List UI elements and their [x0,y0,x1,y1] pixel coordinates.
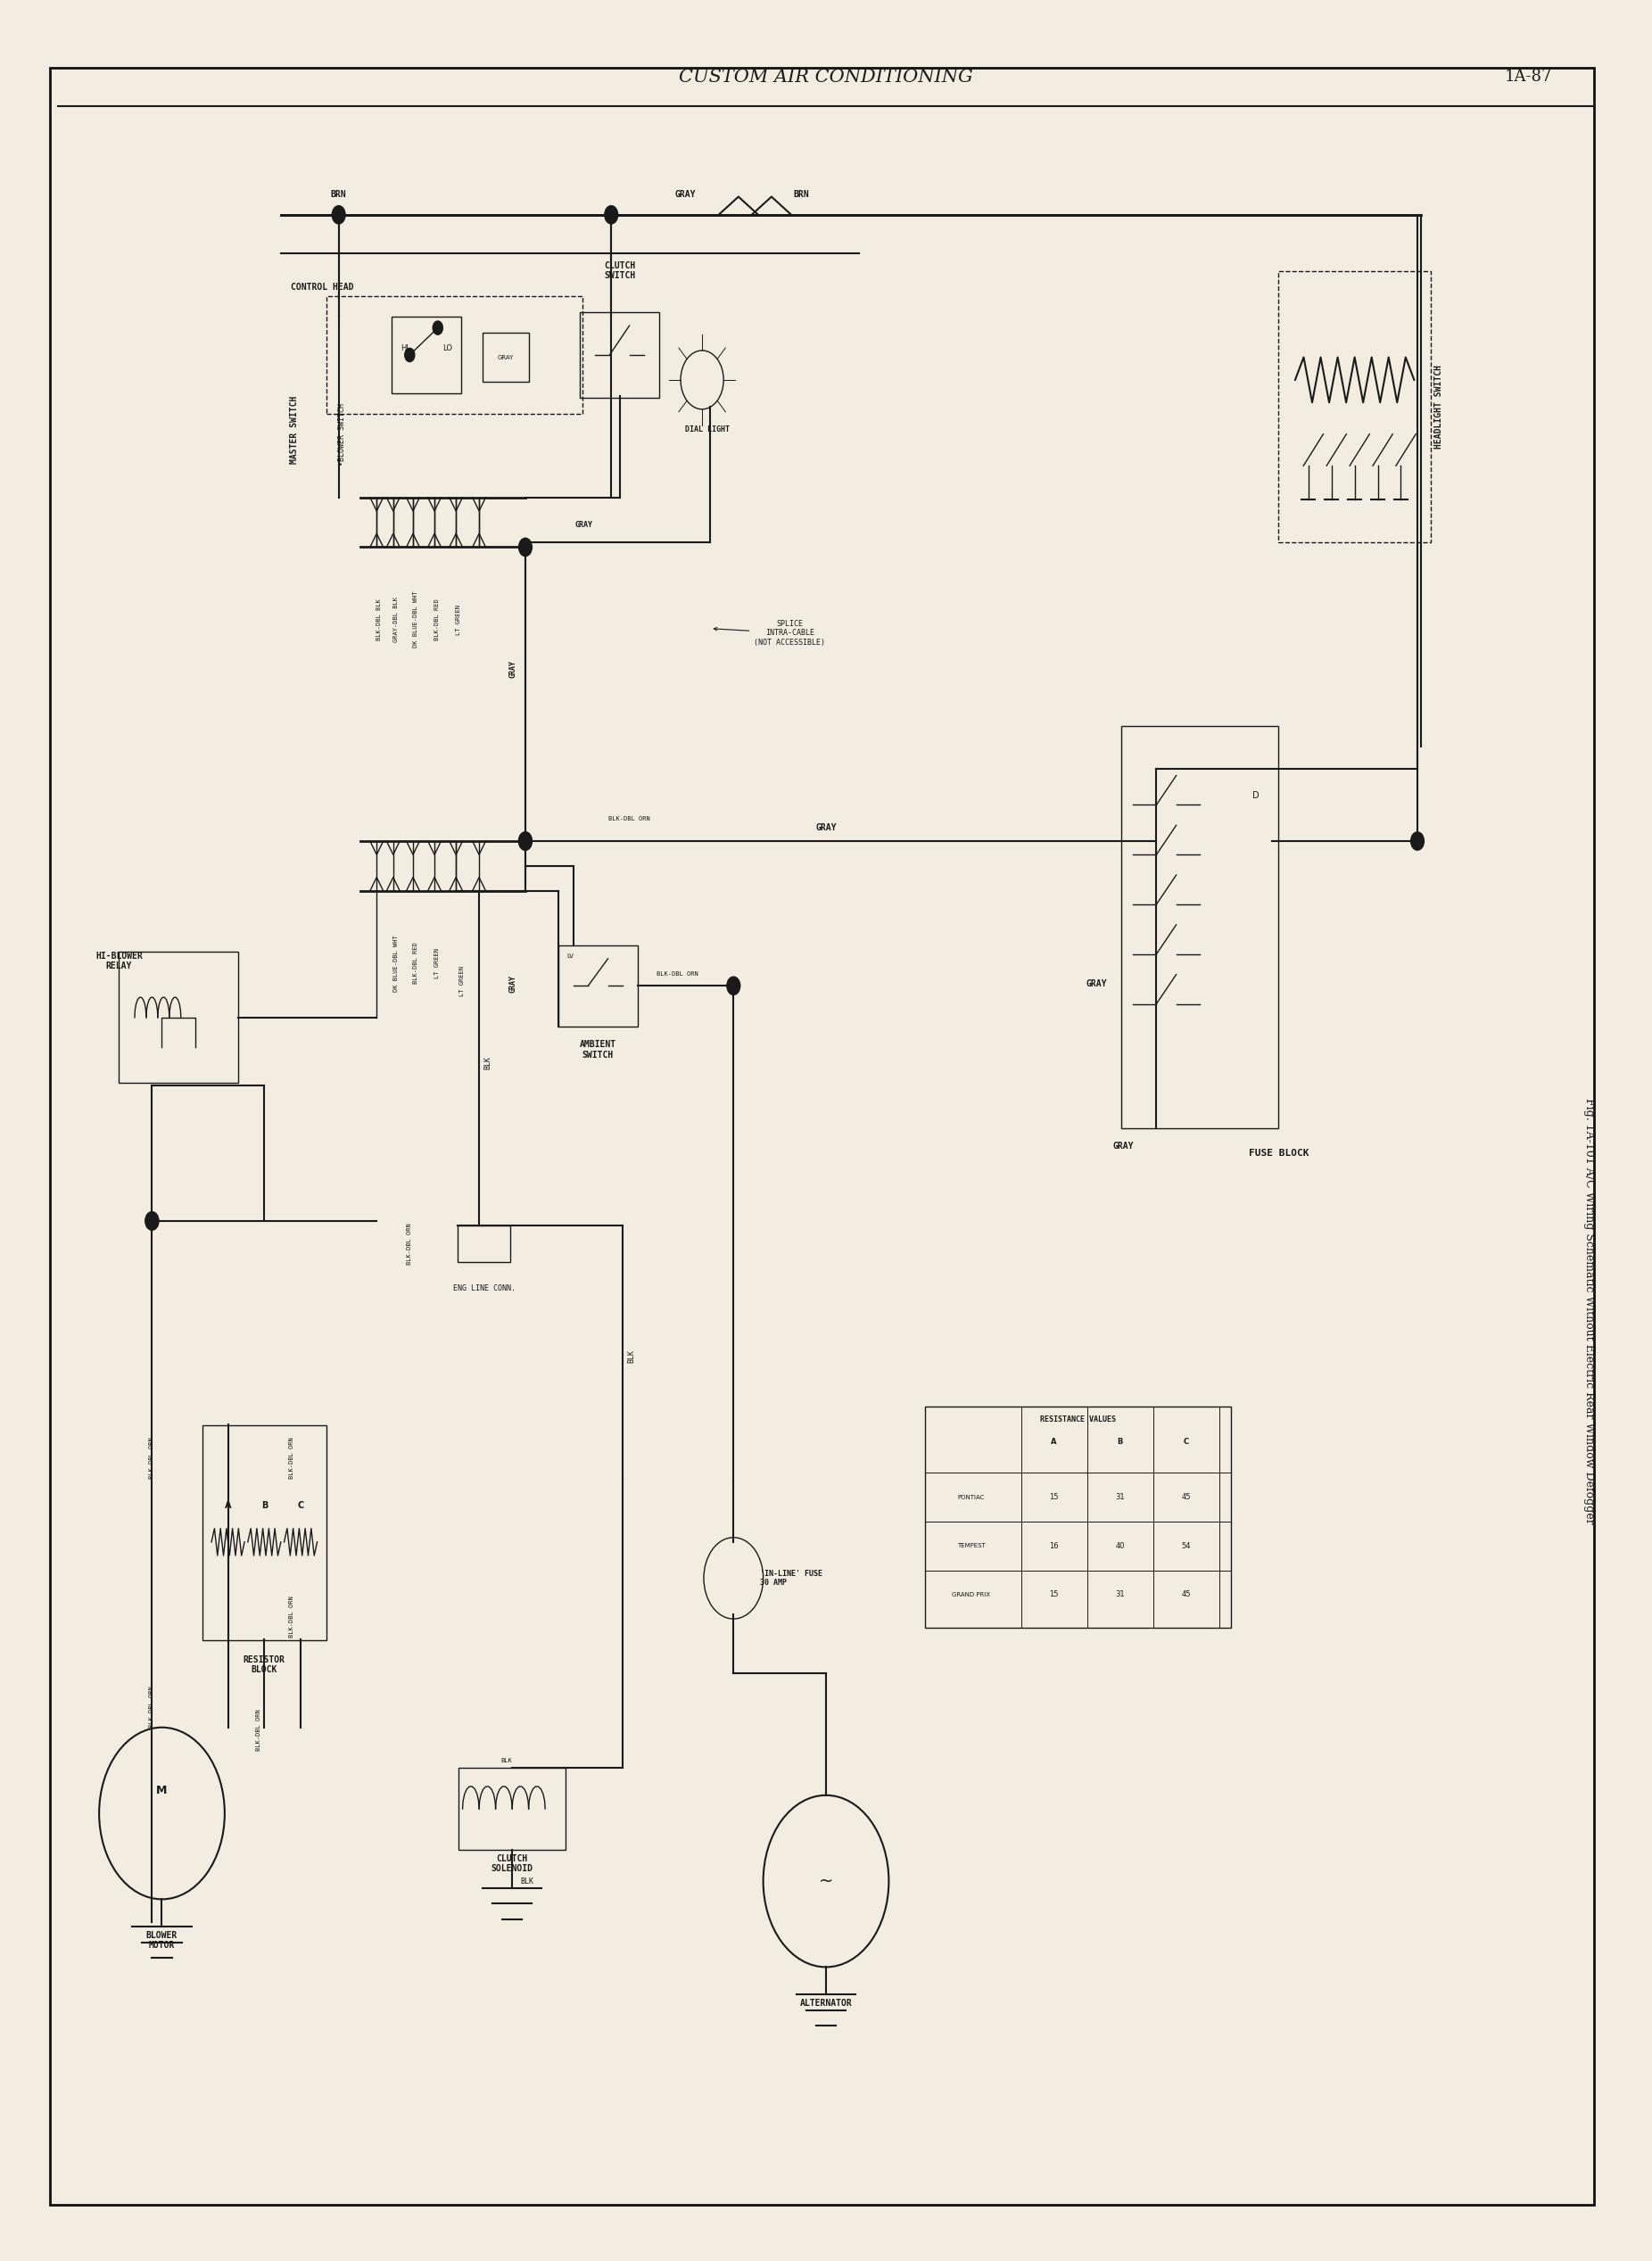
Bar [458,1225,510,1262]
Text: SPLICE
INTRA-CABLE
(NOT ACCESSIBLE): SPLICE INTRA-CABLE (NOT ACCESSIBLE) [714,620,826,647]
Text: 31: 31 [1115,1592,1125,1599]
Text: BLK-DBL ORN: BLK-DBL ORN [608,816,649,821]
Text: CUSTOM AIR CONDITIONING: CUSTOM AIR CONDITIONING [679,68,973,86]
Bar [1120,726,1279,1128]
Circle shape [145,1212,159,1230]
Text: DIAL LIGHT: DIAL LIGHT [686,425,729,434]
Text: LT GREEN: LT GREEN [456,604,461,635]
Text: GRAY: GRAY [509,660,517,678]
Text: HI-BLOWER
RELAY: HI-BLOWER RELAY [96,952,142,970]
Text: CLUTCH
SWITCH: CLUTCH SWITCH [603,260,636,280]
Text: GRAY: GRAY [676,190,695,199]
Text: D: D [1252,791,1259,800]
Circle shape [605,206,618,224]
Text: C: C [1183,1438,1189,1445]
Text: 45: 45 [1181,1592,1191,1599]
Text: GRAND PRIX: GRAND PRIX [952,1592,991,1596]
Text: BLK: BLK [501,1759,512,1764]
Text: BRN: BRN [793,190,809,199]
Text: GRAY: GRAY [1113,1142,1133,1151]
Circle shape [405,348,415,362]
Bar [327,296,583,414]
Text: BLK-DBL ORN: BLK-DBL ORN [289,1438,294,1479]
Bar [925,1406,1231,1628]
Text: RESISTOR
BLOCK: RESISTOR BLOCK [243,1655,286,1675]
Text: BLK-DBL BLK: BLK-DBL BLK [377,599,382,640]
Text: BLK-DBL ORN: BLK-DBL ORN [256,1709,261,1750]
Text: BLOWER
MOTOR: BLOWER MOTOR [145,1931,178,1951]
Bar [119,952,238,1083]
Circle shape [433,321,443,335]
Text: 45: 45 [1181,1492,1191,1501]
Text: BLK-DBL RED: BLK-DBL RED [413,943,418,984]
Text: LT GREEN: LT GREEN [434,947,439,979]
Text: A: A [1051,1438,1057,1445]
Text: BLK-DBL ORN: BLK-DBL ORN [149,1687,154,1727]
Text: 15: 15 [1049,1492,1059,1501]
Text: •BLOWER SWITCH: •BLOWER SWITCH [339,402,345,466]
Text: BLK-DBL ORN: BLK-DBL ORN [406,1223,411,1264]
Text: Fig. 1A-101 A/C Wiring Schematic Without Electric Rear Window Defogger: Fig. 1A-101 A/C Wiring Schematic Without… [1583,1099,1596,1524]
Text: HI: HI [401,344,408,353]
Text: MASTER SWITCH: MASTER SWITCH [289,396,299,464]
Text: 31: 31 [1115,1492,1125,1501]
Circle shape [519,538,532,556]
Bar [482,332,529,382]
Text: B: B [1117,1438,1123,1445]
Circle shape [727,977,740,995]
Text: 16: 16 [1049,1542,1059,1551]
Text: ~: ~ [819,1872,833,1890]
Text: ALTERNATOR: ALTERNATOR [800,1999,852,2008]
Text: ENG LINE CONN.: ENG LINE CONN. [453,1284,515,1293]
Text: PONTIAC: PONTIAC [958,1495,985,1499]
Bar [558,945,638,1026]
Text: LV: LV [567,954,573,959]
Text: CONTROL HEAD: CONTROL HEAD [291,283,354,292]
Text: BLK: BLK [484,1056,492,1069]
Text: GRAY: GRAY [575,520,593,529]
Text: BLK: BLK [628,1350,636,1363]
Bar [203,1424,327,1641]
Text: LO: LO [443,344,453,353]
Text: 15: 15 [1049,1592,1059,1599]
Text: 40: 40 [1115,1542,1125,1551]
Circle shape [519,832,532,850]
Bar [392,317,461,393]
Text: A: A [225,1501,231,1510]
Text: GRAY: GRAY [1087,979,1107,988]
Bar [1279,271,1431,543]
Text: TEMPEST: TEMPEST [957,1544,986,1549]
Text: GRAY: GRAY [509,974,517,993]
Circle shape [145,1212,159,1230]
Text: CLUTCH
SOLENOID: CLUTCH SOLENOID [491,1854,534,1874]
Text: M: M [157,1784,167,1797]
Text: DK BLUE-DBL WHT: DK BLUE-DBL WHT [393,934,398,993]
Text: AMBIENT
SWITCH: AMBIENT SWITCH [580,1040,616,1060]
Text: 54: 54 [1181,1542,1191,1551]
Text: B: B [261,1501,268,1510]
Text: BLK-DBL ORN: BLK-DBL ORN [289,1596,294,1637]
Text: BLK: BLK [520,1877,534,1886]
Text: GRAY-DBL BLK: GRAY-DBL BLK [393,597,398,642]
Text: 'IN-LINE' FUSE
30 AMP: 'IN-LINE' FUSE 30 AMP [760,1569,823,1587]
Text: RESISTANCE VALUES: RESISTANCE VALUES [1041,1415,1115,1424]
Text: BLK-DBL RED: BLK-DBL RED [434,599,439,640]
Text: BRN: BRN [330,190,347,199]
Text: 1A-87: 1A-87 [1505,68,1551,86]
Text: DK BLUE-DBL WHT: DK BLUE-DBL WHT [413,590,418,649]
Text: LT GREEN: LT GREEN [459,965,464,997]
Text: BLK-DBL ORN: BLK-DBL ORN [149,1438,154,1479]
Text: GRAY: GRAY [497,355,514,359]
Text: GRAY: GRAY [816,823,836,832]
Circle shape [519,832,532,850]
Circle shape [1411,832,1424,850]
Text: C: C [297,1501,304,1510]
Text: HEADLIGHT SWITCH: HEADLIGHT SWITCH [1434,364,1442,450]
Bar [580,312,659,398]
Bar [458,1768,565,1849]
Circle shape [332,206,345,224]
Text: FUSE BLOCK: FUSE BLOCK [1249,1149,1308,1158]
Text: BLK-DBL ORN: BLK-DBL ORN [656,972,699,977]
